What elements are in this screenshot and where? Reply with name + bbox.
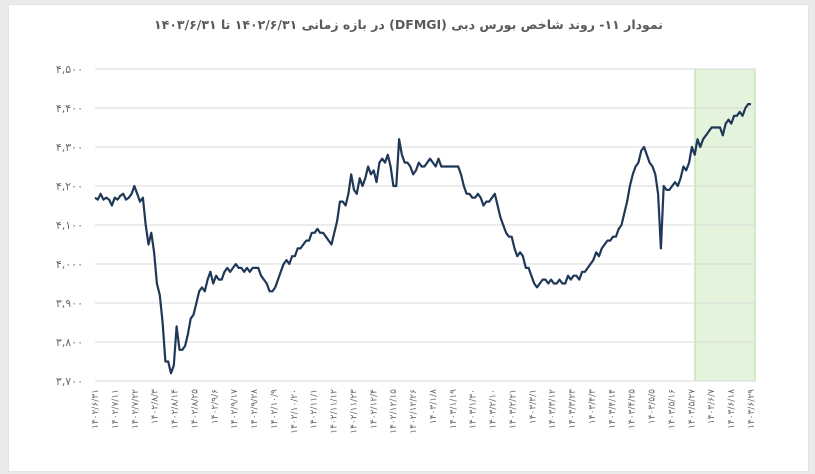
y-tick-label: ۴,۱۰۰ <box>56 219 83 232</box>
x-tick-label: ۱۴۰۳/۳/۲۳ <box>568 389 578 429</box>
x-tick-label: ۱۴۰۲/۹/۶ <box>210 389 220 424</box>
x-tick-label: ۱۴۰۳/۵/۲۷ <box>687 389 697 429</box>
y-tick-label: ۴,۵۰۰ <box>56 63 83 76</box>
y-tick-label: ۳,۷۰۰ <box>56 375 83 388</box>
x-tick-label: ۱۴۰۳/۲/۲۱ <box>508 389 518 429</box>
x-tick-label: ۱۴۰۳/۴/۲۵ <box>628 389 638 429</box>
x-tick-label: ۱۴۰۲/۱۱/۱۲ <box>330 389 340 434</box>
x-tick-label: ۱۴۰۳/۵/۱۶ <box>667 389 677 429</box>
y-tick-label: ۳,۹۰۰ <box>56 297 83 310</box>
y-tick-label: ۴,۰۰۰ <box>56 258 83 271</box>
x-tick-label: ۱۴۰۲/۷/۲۲ <box>131 389 141 429</box>
x-tick-label: ۱۴۰۳/۳/۱ <box>528 389 538 424</box>
x-tick-label: ۱۴۰۲/۶/۳۱ <box>91 389 101 429</box>
x-tick-label: ۱۴۰۳/۶/۲۹ <box>747 389 757 429</box>
x-tick-label: ۱۴۰۳/۶/۷ <box>707 389 717 424</box>
y-tick-label: ۴,۲۰۰ <box>56 180 83 193</box>
x-tick-label: ۱۴۰۲/۹/۲۸ <box>250 389 260 429</box>
chart-card: نمودار ۱۱- روند شاخص بورس دبی (DFMGI) در… <box>8 4 809 472</box>
line-chart: ۳,۷۰۰ ۳,۸۰۰ ۳,۹۰۰ ۴,۰۰۰ ۴,۱۰۰ ۴,۲۰۰ ۴,۳۰۰ ۴,۴۰۰… <box>56 63 757 434</box>
x-tick-label: ۱۴۰۲/۱۲/۱۵ <box>389 389 399 434</box>
x-tick-label: ۱۴۰۳/۴/۳ <box>588 389 598 424</box>
x-tick-label: ۱۴۰۲/۱۱/۱ <box>310 389 320 429</box>
x-tick-label: ۱۴۰۲/۸/۲۵ <box>190 389 200 429</box>
y-tick-label: ۴,۴۰۰ <box>56 102 83 115</box>
x-tick-label: ۱۴۰۲/۱۲/۴ <box>369 389 379 429</box>
x-tick-label: ۱۴۰۳/۶/۱۸ <box>727 389 737 429</box>
x-tick-label: ۱۴۰۲/۱۰/۹ <box>270 389 280 429</box>
y-tick-label: ۳,۸۰۰ <box>56 336 83 349</box>
y-tick-label: ۴,۳۰۰ <box>56 141 83 154</box>
x-tick-label: ۱۴۰۳/۵/۵ <box>648 389 658 424</box>
x-tick-label: ۱۴۰۳/۱/۱۹ <box>449 389 459 429</box>
chart-title: نمودار ۱۱- روند شاخص بورس دبی (DFMGI) در… <box>154 17 663 32</box>
x-tick-label: ۱۴۰۲/۱۰/۲۰ <box>290 389 300 434</box>
x-tick-label: ۱۴۰۲/۸/۱۴ <box>171 389 181 429</box>
x-tick-label: ۱۴۰۲/۷/۱۱ <box>111 389 121 429</box>
x-tick-label: ۱۴۰۲/۱۲/۲۶ <box>409 389 419 434</box>
x-tick-label: ۱۴۰۲/۱۱/۲۳ <box>349 389 359 434</box>
series-line <box>94 103 751 375</box>
x-tick-label: ۱۴۰۲/۸/۳ <box>151 389 161 424</box>
x-tick-label: ۱۴۰۳/۱/۳۰ <box>469 389 479 429</box>
x-tick-label: ۱۴۰۳/۴/۱۴ <box>608 389 618 429</box>
x-tick-label: ۱۴۰۳/۱/۸ <box>429 389 439 424</box>
x-tick-label: ۱۴۰۲/۹/۱۷ <box>230 389 240 429</box>
x-tick-label: ۱۴۰۳/۲/۱۰ <box>489 389 499 429</box>
x-tick-label: ۱۴۰۳/۳/۱۲ <box>548 389 558 429</box>
